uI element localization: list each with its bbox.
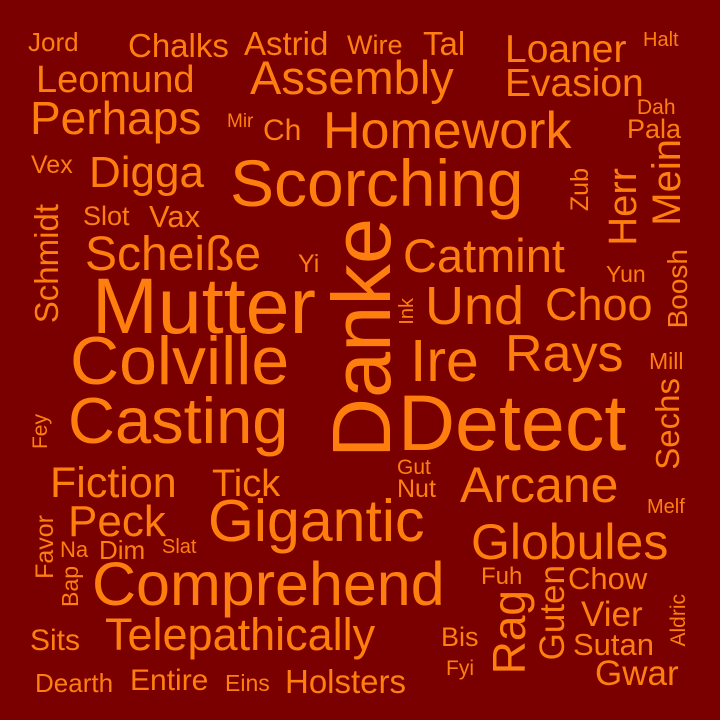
- word-fiction: Fiction: [50, 459, 177, 507]
- word-gut: Gut: [397, 456, 431, 479]
- word-slat: Slat: [162, 536, 197, 558]
- word-bis: Bis: [441, 622, 479, 652]
- word-herr: Herr: [601, 168, 645, 246]
- word-zub: Zub: [566, 168, 594, 212]
- word-jord: Jord: [28, 27, 79, 57]
- word-aldric: Aldric: [667, 594, 690, 647]
- word-mir: Mir: [227, 111, 254, 132]
- word-fyi: Fyi: [446, 657, 474, 680]
- word-sits: Sits: [30, 624, 81, 657]
- word-ch: Ch: [263, 114, 302, 147]
- word-detect: Detect: [398, 378, 627, 467]
- word-colville: Colville: [70, 323, 290, 399]
- word-mutter: Mutter: [92, 261, 316, 350]
- word-dah: Dah: [637, 96, 676, 119]
- word-vier: Vier: [581, 595, 643, 634]
- word-chalks: Chalks: [128, 27, 229, 64]
- word-gigantic: Gigantic: [208, 488, 425, 554]
- word-digga: Digga: [89, 148, 204, 197]
- word-ink: Ink: [396, 298, 418, 325]
- word-chow: Chow: [568, 561, 648, 596]
- word-rag: Rag: [483, 590, 535, 675]
- word-choo: Choo: [545, 279, 653, 330]
- word-favor: Favor: [31, 515, 59, 579]
- word-comprehend: Comprehend: [92, 550, 445, 618]
- word-dim: Dim: [99, 535, 146, 565]
- word-ire: Ire: [410, 328, 479, 394]
- word-yi: Yi: [298, 250, 320, 278]
- word-boosh: Boosh: [662, 249, 693, 329]
- word-astrid: Astrid: [244, 25, 329, 62]
- word-entire: Entire: [130, 664, 209, 697]
- word-halt: Halt: [643, 29, 679, 51]
- word-perhaps: Perhaps: [30, 92, 202, 144]
- word-fey: Fey: [29, 414, 52, 450]
- word-casting: Casting: [68, 384, 289, 457]
- word-sechs: Sechs: [649, 378, 686, 470]
- word-mein: Mein: [645, 139, 689, 226]
- word-nut: Nut: [397, 475, 436, 503]
- word-pala: Pala: [627, 114, 682, 144]
- word-wire: Wire: [347, 30, 403, 60]
- word-vax: Vax: [149, 199, 201, 234]
- word-vex: Vex: [31, 151, 73, 179]
- word-homework: Homework: [323, 102, 572, 160]
- word-arcane: Arcane: [460, 457, 619, 513]
- word-guten: Guten: [533, 565, 572, 661]
- word-leomund: Leomund: [36, 59, 195, 101]
- word-melf: Melf: [647, 496, 685, 518]
- word-scheisse: Scheiße: [85, 228, 262, 281]
- word-evasion: Evasion: [505, 62, 644, 105]
- word-catmint: Catmint: [403, 229, 565, 282]
- word-tal: Tal: [423, 25, 466, 62]
- word-bap: Bap: [57, 566, 83, 607]
- word-gwar: Gwar: [595, 654, 679, 693]
- word-schmidt: Schmidt: [28, 204, 65, 324]
- word-eins: Eins: [225, 670, 270, 696]
- word-loaner: Loaner: [505, 28, 627, 71]
- word-scorching: Scorching: [230, 146, 524, 220]
- word-fuh: Fuh: [481, 563, 523, 590]
- word-slot: Slot: [83, 201, 130, 231]
- word-na: Na: [60, 537, 89, 562]
- word-sutan: Sutan: [573, 627, 655, 662]
- word-peck: Peck: [68, 497, 166, 546]
- word-yun: Yun: [606, 261, 646, 287]
- word-globules: Globules: [471, 514, 669, 570]
- word-danke: Danke: [315, 218, 408, 458]
- word-dearth: Dearth: [35, 668, 114, 698]
- word-tick: Tick: [212, 463, 281, 505]
- word-telepathically: Telepathically: [105, 609, 376, 660]
- word-und: Und: [425, 276, 525, 336]
- word-holsters: Holsters: [285, 663, 407, 700]
- word-mill: Mill: [649, 348, 684, 374]
- word-rays: Rays: [505, 325, 624, 383]
- word-assembly: Assembly: [250, 51, 454, 104]
